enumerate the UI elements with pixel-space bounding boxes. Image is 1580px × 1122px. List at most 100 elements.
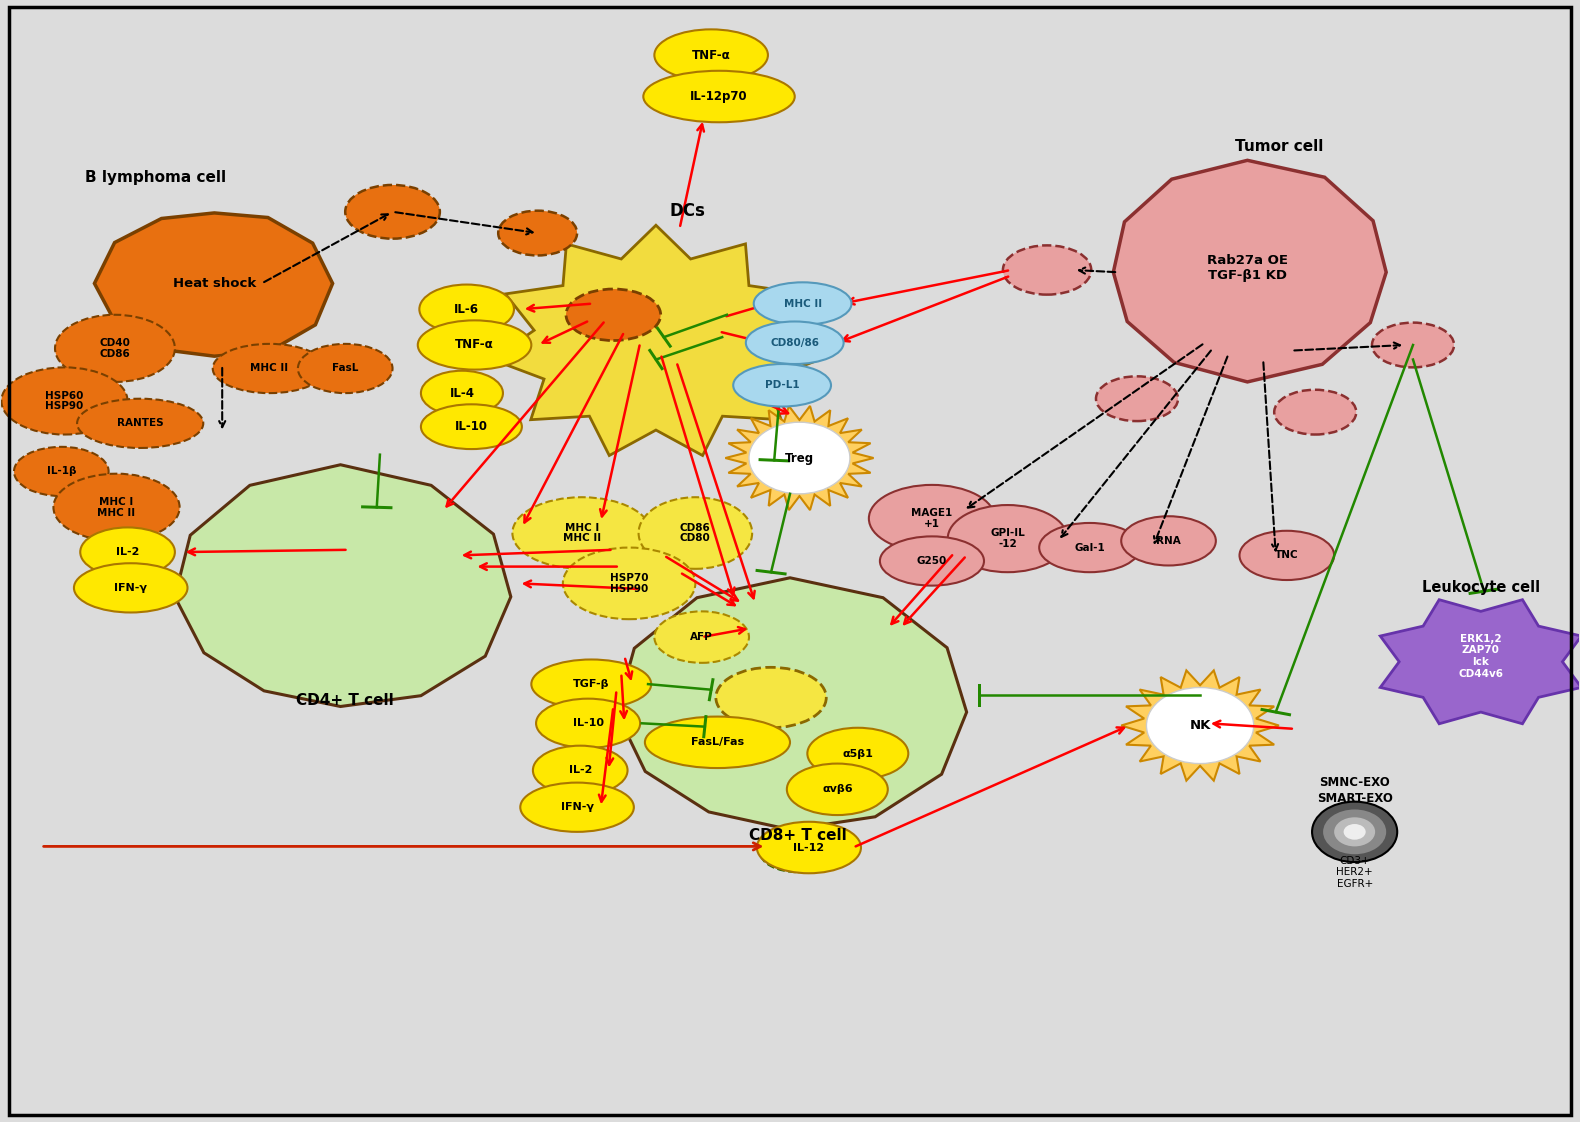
Text: FasL: FasL xyxy=(332,364,359,374)
Ellipse shape xyxy=(654,29,768,81)
Ellipse shape xyxy=(754,283,852,325)
Polygon shape xyxy=(1114,160,1386,381)
Ellipse shape xyxy=(417,321,531,369)
Ellipse shape xyxy=(1040,523,1141,572)
Ellipse shape xyxy=(1003,246,1092,295)
Text: Heat shock: Heat shock xyxy=(172,277,256,289)
Text: αvβ6: αvβ6 xyxy=(822,784,853,794)
Text: RNA: RNA xyxy=(1157,536,1180,546)
Text: MHC I
MHC II: MHC I MHC II xyxy=(98,497,136,517)
Text: DCs: DCs xyxy=(670,202,705,220)
Text: CD80/86: CD80/86 xyxy=(769,338,820,348)
Text: MAGE1
+1: MAGE1 +1 xyxy=(912,508,953,528)
Text: TNC: TNC xyxy=(1275,551,1299,560)
Ellipse shape xyxy=(880,536,984,586)
Ellipse shape xyxy=(14,447,109,496)
Ellipse shape xyxy=(419,285,514,334)
Text: MHC I
MHC II: MHC I MHC II xyxy=(562,523,600,543)
Ellipse shape xyxy=(2,367,128,434)
Text: RANTES: RANTES xyxy=(117,419,163,429)
Text: CD4+ T cell: CD4+ T cell xyxy=(297,693,393,708)
Text: IL-6: IL-6 xyxy=(453,303,479,315)
Text: TGF-β: TGF-β xyxy=(574,679,610,689)
Circle shape xyxy=(1322,809,1386,854)
Ellipse shape xyxy=(77,398,204,448)
Text: Rab27a OE
TGF-β1 KD: Rab27a OE TGF-β1 KD xyxy=(1207,254,1288,282)
Text: Leukocyte cell: Leukocyte cell xyxy=(1422,580,1540,596)
Text: ERK1,2
ZAP70
lck
CD44v6: ERK1,2 ZAP70 lck CD44v6 xyxy=(1458,634,1503,679)
Ellipse shape xyxy=(757,821,861,873)
Text: B lymphoma cell: B lymphoma cell xyxy=(85,169,226,185)
Circle shape xyxy=(1311,801,1397,862)
Text: Gal-1: Gal-1 xyxy=(1074,543,1104,552)
Text: IL-2: IL-2 xyxy=(115,548,139,557)
Text: IFN-γ: IFN-γ xyxy=(114,582,147,592)
Ellipse shape xyxy=(562,548,695,619)
Ellipse shape xyxy=(299,343,392,393)
Text: FasL/Fas: FasL/Fas xyxy=(690,737,744,747)
Ellipse shape xyxy=(81,527,175,577)
Ellipse shape xyxy=(420,404,521,449)
Text: GPI-IL
-12: GPI-IL -12 xyxy=(991,528,1025,549)
Text: MHC II: MHC II xyxy=(784,298,822,309)
Text: IL-4: IL-4 xyxy=(449,387,474,399)
Polygon shape xyxy=(1381,599,1580,724)
Ellipse shape xyxy=(746,322,844,364)
Text: PD-L1: PD-L1 xyxy=(765,380,799,390)
Ellipse shape xyxy=(654,611,749,663)
Text: HSP60
HSP90: HSP60 HSP90 xyxy=(46,390,84,412)
Text: HSP70
HSP90: HSP70 HSP90 xyxy=(610,573,648,594)
Ellipse shape xyxy=(716,668,826,728)
Text: IL-2: IL-2 xyxy=(569,765,592,775)
Polygon shape xyxy=(491,226,820,456)
Ellipse shape xyxy=(420,370,502,415)
Text: CD86
CD80: CD86 CD80 xyxy=(679,523,711,543)
Ellipse shape xyxy=(807,728,908,780)
Text: CD3+
HER2+
EGFR+: CD3+ HER2+ EGFR+ xyxy=(1337,856,1373,889)
Ellipse shape xyxy=(1371,323,1454,367)
Text: AFP: AFP xyxy=(690,632,713,642)
Ellipse shape xyxy=(566,289,660,340)
Ellipse shape xyxy=(532,746,627,794)
Text: CD40
CD86: CD40 CD86 xyxy=(100,338,131,359)
Circle shape xyxy=(1334,817,1375,846)
Ellipse shape xyxy=(520,783,634,831)
Ellipse shape xyxy=(787,764,888,815)
Polygon shape xyxy=(175,465,510,707)
Text: MHC II: MHC II xyxy=(251,364,289,374)
Ellipse shape xyxy=(869,485,995,552)
Text: SMNC-EXO
SMART-EXO: SMNC-EXO SMART-EXO xyxy=(1316,776,1392,804)
Circle shape xyxy=(1343,824,1365,839)
Ellipse shape xyxy=(645,717,790,769)
Ellipse shape xyxy=(1122,516,1217,565)
Ellipse shape xyxy=(54,473,180,541)
Ellipse shape xyxy=(74,563,188,613)
Ellipse shape xyxy=(643,71,795,122)
Ellipse shape xyxy=(498,211,577,256)
Text: G250: G250 xyxy=(916,557,946,565)
Ellipse shape xyxy=(760,831,836,872)
Text: CD8+ T cell: CD8+ T cell xyxy=(749,828,847,843)
Ellipse shape xyxy=(948,505,1068,572)
Text: IL-10: IL-10 xyxy=(572,718,604,728)
Polygon shape xyxy=(1122,671,1278,781)
Ellipse shape xyxy=(344,185,439,239)
Polygon shape xyxy=(95,213,333,356)
Ellipse shape xyxy=(213,343,327,393)
Text: α5β1: α5β1 xyxy=(842,748,874,758)
Text: TNF-α: TNF-α xyxy=(455,339,495,351)
Ellipse shape xyxy=(1273,389,1356,434)
Text: IL-10: IL-10 xyxy=(455,421,488,433)
Text: IL-12p70: IL-12p70 xyxy=(690,90,747,103)
Text: IFN-γ: IFN-γ xyxy=(561,802,594,812)
Ellipse shape xyxy=(733,364,831,406)
Circle shape xyxy=(749,422,850,494)
Ellipse shape xyxy=(638,497,752,569)
Ellipse shape xyxy=(531,660,651,709)
Text: NK: NK xyxy=(1190,719,1210,732)
Ellipse shape xyxy=(536,699,640,748)
Polygon shape xyxy=(616,578,967,829)
Ellipse shape xyxy=(512,497,651,569)
Text: IL-12: IL-12 xyxy=(793,843,825,853)
Ellipse shape xyxy=(1239,531,1334,580)
